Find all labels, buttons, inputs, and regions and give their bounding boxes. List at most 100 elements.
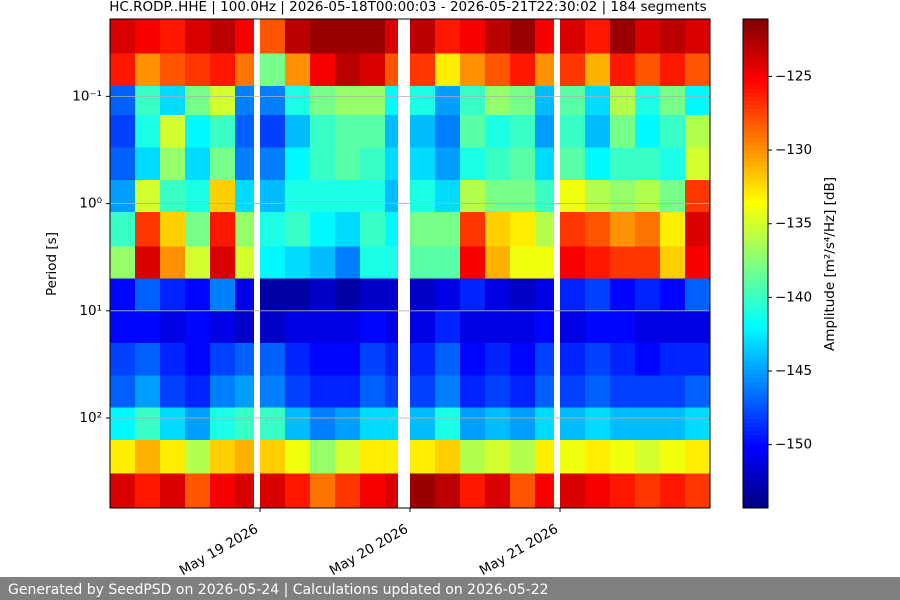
heatmap-cell xyxy=(585,246,611,279)
heatmap-cell xyxy=(110,19,136,55)
heatmap-cell xyxy=(335,115,361,148)
heatmap-cell xyxy=(535,407,555,441)
heatmap-cell xyxy=(660,310,686,344)
heatmap-cell xyxy=(585,407,611,441)
heatmap-cell xyxy=(635,310,661,344)
heatmap-cell xyxy=(310,19,336,55)
heatmap-cell xyxy=(535,85,555,116)
heatmap-cell xyxy=(160,115,186,148)
heatmap-cell xyxy=(435,278,461,312)
heatmap-cell xyxy=(185,246,211,279)
colorbar-swatch xyxy=(743,259,768,264)
heatmap-cell xyxy=(260,375,286,409)
heatmap-cell xyxy=(385,278,398,312)
colorbar-swatch xyxy=(743,108,768,114)
heatmap-cell xyxy=(685,115,711,148)
colorbar-swatch xyxy=(743,393,768,399)
heatmap-cell xyxy=(210,19,236,55)
colorbar-swatch xyxy=(743,495,768,501)
heatmap-cell xyxy=(385,407,398,441)
colorbar-swatch xyxy=(743,218,768,224)
heatmap-cell xyxy=(660,407,686,441)
heatmap-cell xyxy=(410,407,436,441)
heatmap-cell xyxy=(510,375,536,409)
heatmap-cell xyxy=(385,310,398,344)
heatmap-cell xyxy=(310,473,336,509)
colorbar-swatch xyxy=(743,165,768,171)
heatmap-cell xyxy=(260,85,286,116)
heatmap-cell xyxy=(135,375,161,409)
heatmap-cell xyxy=(160,473,186,509)
heatmap-cell xyxy=(535,473,555,509)
heatmap-cell xyxy=(385,53,398,87)
colorbar-swatch xyxy=(743,92,768,97)
heatmap-cell xyxy=(660,19,686,55)
heatmap-cell xyxy=(660,85,686,116)
colorbar-swatch xyxy=(743,487,768,493)
colorbar-swatch xyxy=(743,129,768,134)
heatmap-cell xyxy=(585,375,611,409)
colorbar-swatch xyxy=(743,349,768,354)
heatmap-cell xyxy=(485,147,511,181)
heatmap-cell xyxy=(160,85,186,116)
heatmap-cell xyxy=(135,278,161,312)
heatmap-cell xyxy=(535,246,555,279)
colorbar-swatch xyxy=(743,27,768,32)
heatmap-cell xyxy=(460,278,486,312)
colorbar-swatch xyxy=(743,499,768,505)
heatmap-cell xyxy=(485,19,511,55)
heatmap-cell xyxy=(310,179,336,213)
heatmap-cell xyxy=(560,19,586,55)
heatmap-cell xyxy=(360,278,386,312)
heatmap-cell xyxy=(235,179,255,213)
heatmap-cell xyxy=(335,19,361,55)
heatmap-cell xyxy=(335,407,361,441)
heatmap-cell xyxy=(135,19,161,55)
colorbar-swatch xyxy=(743,296,768,301)
heatmap-cell xyxy=(435,343,461,376)
heatmap-cell xyxy=(610,212,636,247)
colorbar-swatch xyxy=(743,300,768,305)
colorbar-swatch xyxy=(743,292,768,297)
heatmap-cell xyxy=(535,439,555,475)
colorbar-swatch xyxy=(743,76,768,81)
heatmap-cell xyxy=(185,343,211,376)
heatmap-cell xyxy=(560,473,586,509)
heatmap-cell xyxy=(610,375,636,409)
heatmap-cell xyxy=(210,473,236,509)
colorbar-swatch xyxy=(743,438,768,444)
heatmap-cell xyxy=(660,278,686,312)
heatmap-cell xyxy=(635,375,661,409)
heatmap-cell xyxy=(110,212,136,247)
heatmap-cell xyxy=(535,278,555,312)
heatmap-cell xyxy=(335,85,361,116)
heatmap-cell xyxy=(610,278,636,312)
colorbar-swatch xyxy=(743,63,768,69)
colorbar-swatch xyxy=(743,324,768,330)
heatmap-cell xyxy=(260,278,286,312)
chart-title: HC.RODP..HHE | 100.0Hz | 2026-05-18T00:0… xyxy=(109,0,706,15)
heatmap-cell xyxy=(110,147,136,181)
heatmap-cell xyxy=(335,147,361,181)
heatmap-cell xyxy=(235,439,255,475)
heatmap-cell xyxy=(385,343,398,376)
heatmap-cell xyxy=(585,147,611,181)
heatmap-cell xyxy=(360,407,386,441)
heatmap-cell xyxy=(410,310,436,344)
heatmap-cell xyxy=(260,115,286,148)
colorbar-swatch xyxy=(743,287,768,293)
colorbar-swatch xyxy=(743,153,768,159)
heatmap-cell xyxy=(660,439,686,475)
heatmap-cell xyxy=(460,310,486,344)
heatmap-cell xyxy=(510,212,536,247)
heatmap-cell xyxy=(385,212,398,247)
heatmap-cell xyxy=(135,115,161,148)
colorbar-swatch xyxy=(743,96,768,101)
colorbar-frame xyxy=(742,18,769,509)
colorbar-swatch xyxy=(743,467,768,472)
heatmap-cell xyxy=(260,53,286,87)
heatmap-cell xyxy=(210,343,236,376)
heatmap-cell xyxy=(585,53,611,87)
